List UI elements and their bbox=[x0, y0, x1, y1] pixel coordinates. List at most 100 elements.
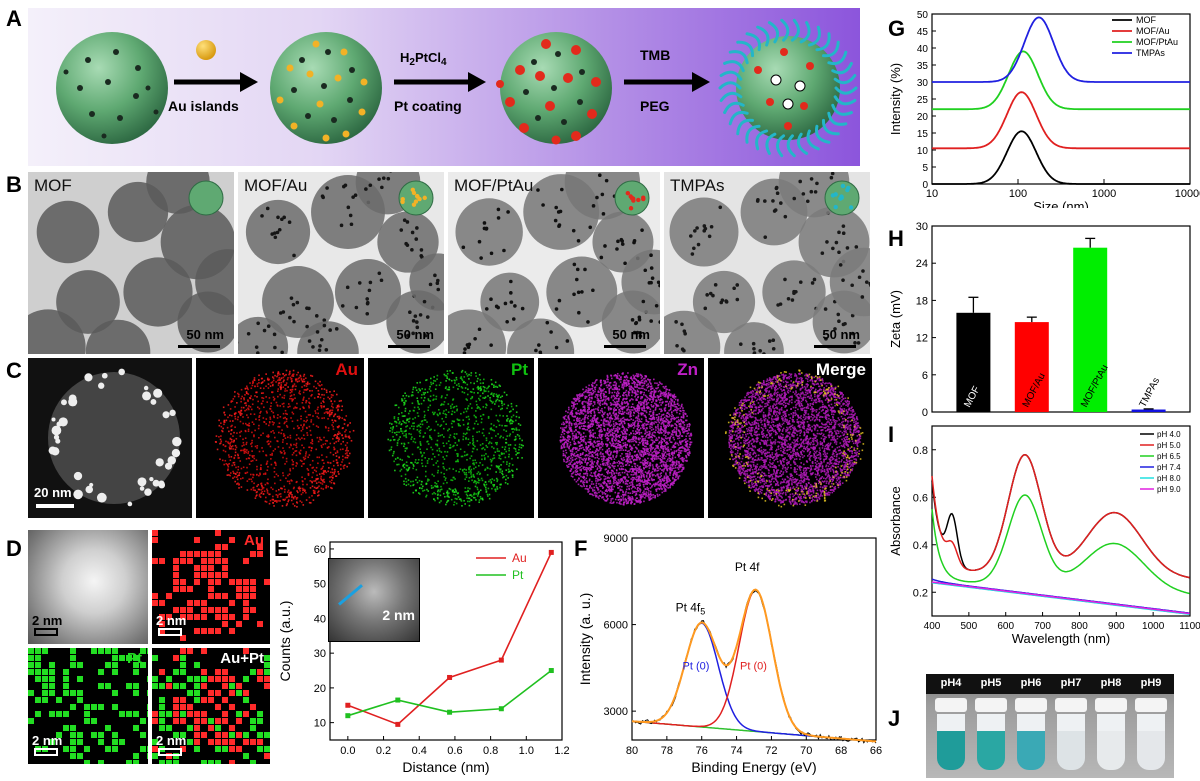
eds-pixel bbox=[268, 493, 270, 496]
eds-pixel bbox=[625, 389, 628, 392]
eds-pixel bbox=[454, 382, 456, 384]
eds-pixel bbox=[628, 409, 631, 411]
eds-pixel bbox=[301, 426, 304, 428]
eds-pixel bbox=[596, 424, 598, 427]
eds-pixel bbox=[402, 464, 404, 467]
eds-pixel bbox=[259, 473, 261, 476]
eds-pixel bbox=[229, 459, 232, 462]
eds-pixel bbox=[225, 440, 227, 443]
metal-island bbox=[436, 278, 440, 283]
eds-pixel bbox=[327, 470, 329, 473]
eds-pixel bbox=[659, 476, 661, 478]
metal-island bbox=[752, 347, 756, 351]
eds-pixel bbox=[450, 407, 452, 409]
eds-pixel bbox=[586, 416, 589, 419]
eds-pixel bbox=[673, 395, 675, 398]
eds-pixel bbox=[276, 501, 278, 503]
eds-pixel bbox=[643, 414, 646, 417]
eds-pixel bbox=[584, 421, 586, 424]
eds-pixel bbox=[473, 496, 475, 499]
eds-pixel bbox=[288, 495, 291, 498]
eds-pixel bbox=[598, 391, 600, 394]
eds-pixel bbox=[473, 462, 475, 464]
eds-pixel bbox=[434, 492, 437, 495]
eds-pixel bbox=[495, 465, 498, 468]
eds-pixel bbox=[483, 484, 486, 486]
eds-pixel bbox=[333, 468, 336, 471]
eds-pixel bbox=[421, 420, 424, 422]
eds-pixel bbox=[418, 408, 421, 410]
eds-pixel bbox=[466, 383, 469, 386]
eds-pixel bbox=[268, 397, 271, 399]
eds-pixel bbox=[317, 389, 320, 392]
eds-pixel bbox=[465, 474, 468, 476]
metal-island bbox=[410, 230, 415, 235]
eds-pixel bbox=[482, 406, 485, 408]
eds-pixel bbox=[472, 444, 475, 446]
eds-pixel bbox=[664, 407, 667, 409]
eds-pixel bbox=[667, 442, 669, 445]
eds-pixel bbox=[305, 401, 307, 404]
eds-pixel bbox=[289, 491, 292, 494]
eds-pixel bbox=[486, 474, 489, 476]
nanoparticle bbox=[621, 249, 660, 315]
eds-pixel bbox=[232, 477, 234, 479]
eds-pixel bbox=[484, 457, 486, 459]
eds-pixel bbox=[331, 403, 334, 405]
eds-pixel bbox=[300, 501, 303, 504]
eds-pixel bbox=[265, 496, 267, 499]
eds-pixel bbox=[686, 430, 689, 432]
eds-pixel bbox=[671, 463, 673, 466]
eds-pixel bbox=[234, 391, 236, 393]
eds-pixel bbox=[337, 440, 340, 442]
eds-pixel bbox=[634, 499, 637, 501]
eds-pixel bbox=[588, 486, 591, 489]
eds-pixel bbox=[482, 382, 484, 384]
eds-pixel bbox=[570, 475, 573, 477]
eds-pixel bbox=[416, 397, 419, 400]
eds-pixel bbox=[505, 474, 508, 477]
metal-island bbox=[601, 212, 606, 216]
eds-pixel bbox=[661, 429, 664, 431]
eds-pixel bbox=[281, 505, 284, 507]
eds-pixel bbox=[310, 421, 312, 423]
scheme-inset-dot bbox=[839, 194, 844, 199]
metal-island bbox=[630, 318, 635, 322]
eds-pixel bbox=[323, 462, 325, 465]
eds-pixel bbox=[573, 401, 575, 404]
eds-pixel bbox=[285, 504, 288, 507]
eds-pixel bbox=[220, 422, 222, 425]
eds-pixel bbox=[277, 371, 280, 373]
eds-pixel bbox=[678, 412, 681, 415]
eds-pixel bbox=[654, 468, 657, 471]
metal-island bbox=[632, 330, 637, 335]
eds-pixel bbox=[512, 420, 515, 423]
eds-pixel bbox=[595, 482, 598, 485]
metal-island bbox=[246, 332, 251, 336]
eds-pixel bbox=[488, 385, 490, 388]
eds-pixel bbox=[626, 380, 629, 382]
eds-pixel bbox=[622, 435, 624, 438]
eds-pixel bbox=[675, 462, 678, 465]
eds-pixel bbox=[453, 503, 455, 506]
eds-pixel bbox=[236, 474, 239, 477]
eds-pixel bbox=[464, 387, 467, 389]
eds-pixel bbox=[233, 395, 236, 398]
eds-pixel bbox=[453, 444, 455, 447]
eds-pixel bbox=[663, 475, 666, 478]
eds-pixel bbox=[671, 481, 674, 484]
eds-pixel bbox=[652, 460, 655, 462]
eds-pixel bbox=[311, 440, 314, 443]
metal-island bbox=[553, 218, 558, 223]
eds-pixel bbox=[410, 461, 412, 464]
eds-pixel bbox=[289, 389, 292, 391]
eds-pixel bbox=[295, 454, 298, 457]
eds-pixel bbox=[318, 481, 320, 484]
eds-pixel bbox=[303, 488, 305, 491]
eds-pixel bbox=[458, 471, 460, 473]
eds-pixel bbox=[443, 373, 446, 376]
eds-pixel bbox=[429, 429, 431, 432]
eds-pixel bbox=[597, 443, 600, 445]
eds-pixel bbox=[644, 429, 647, 431]
eds-pixel bbox=[303, 389, 306, 391]
